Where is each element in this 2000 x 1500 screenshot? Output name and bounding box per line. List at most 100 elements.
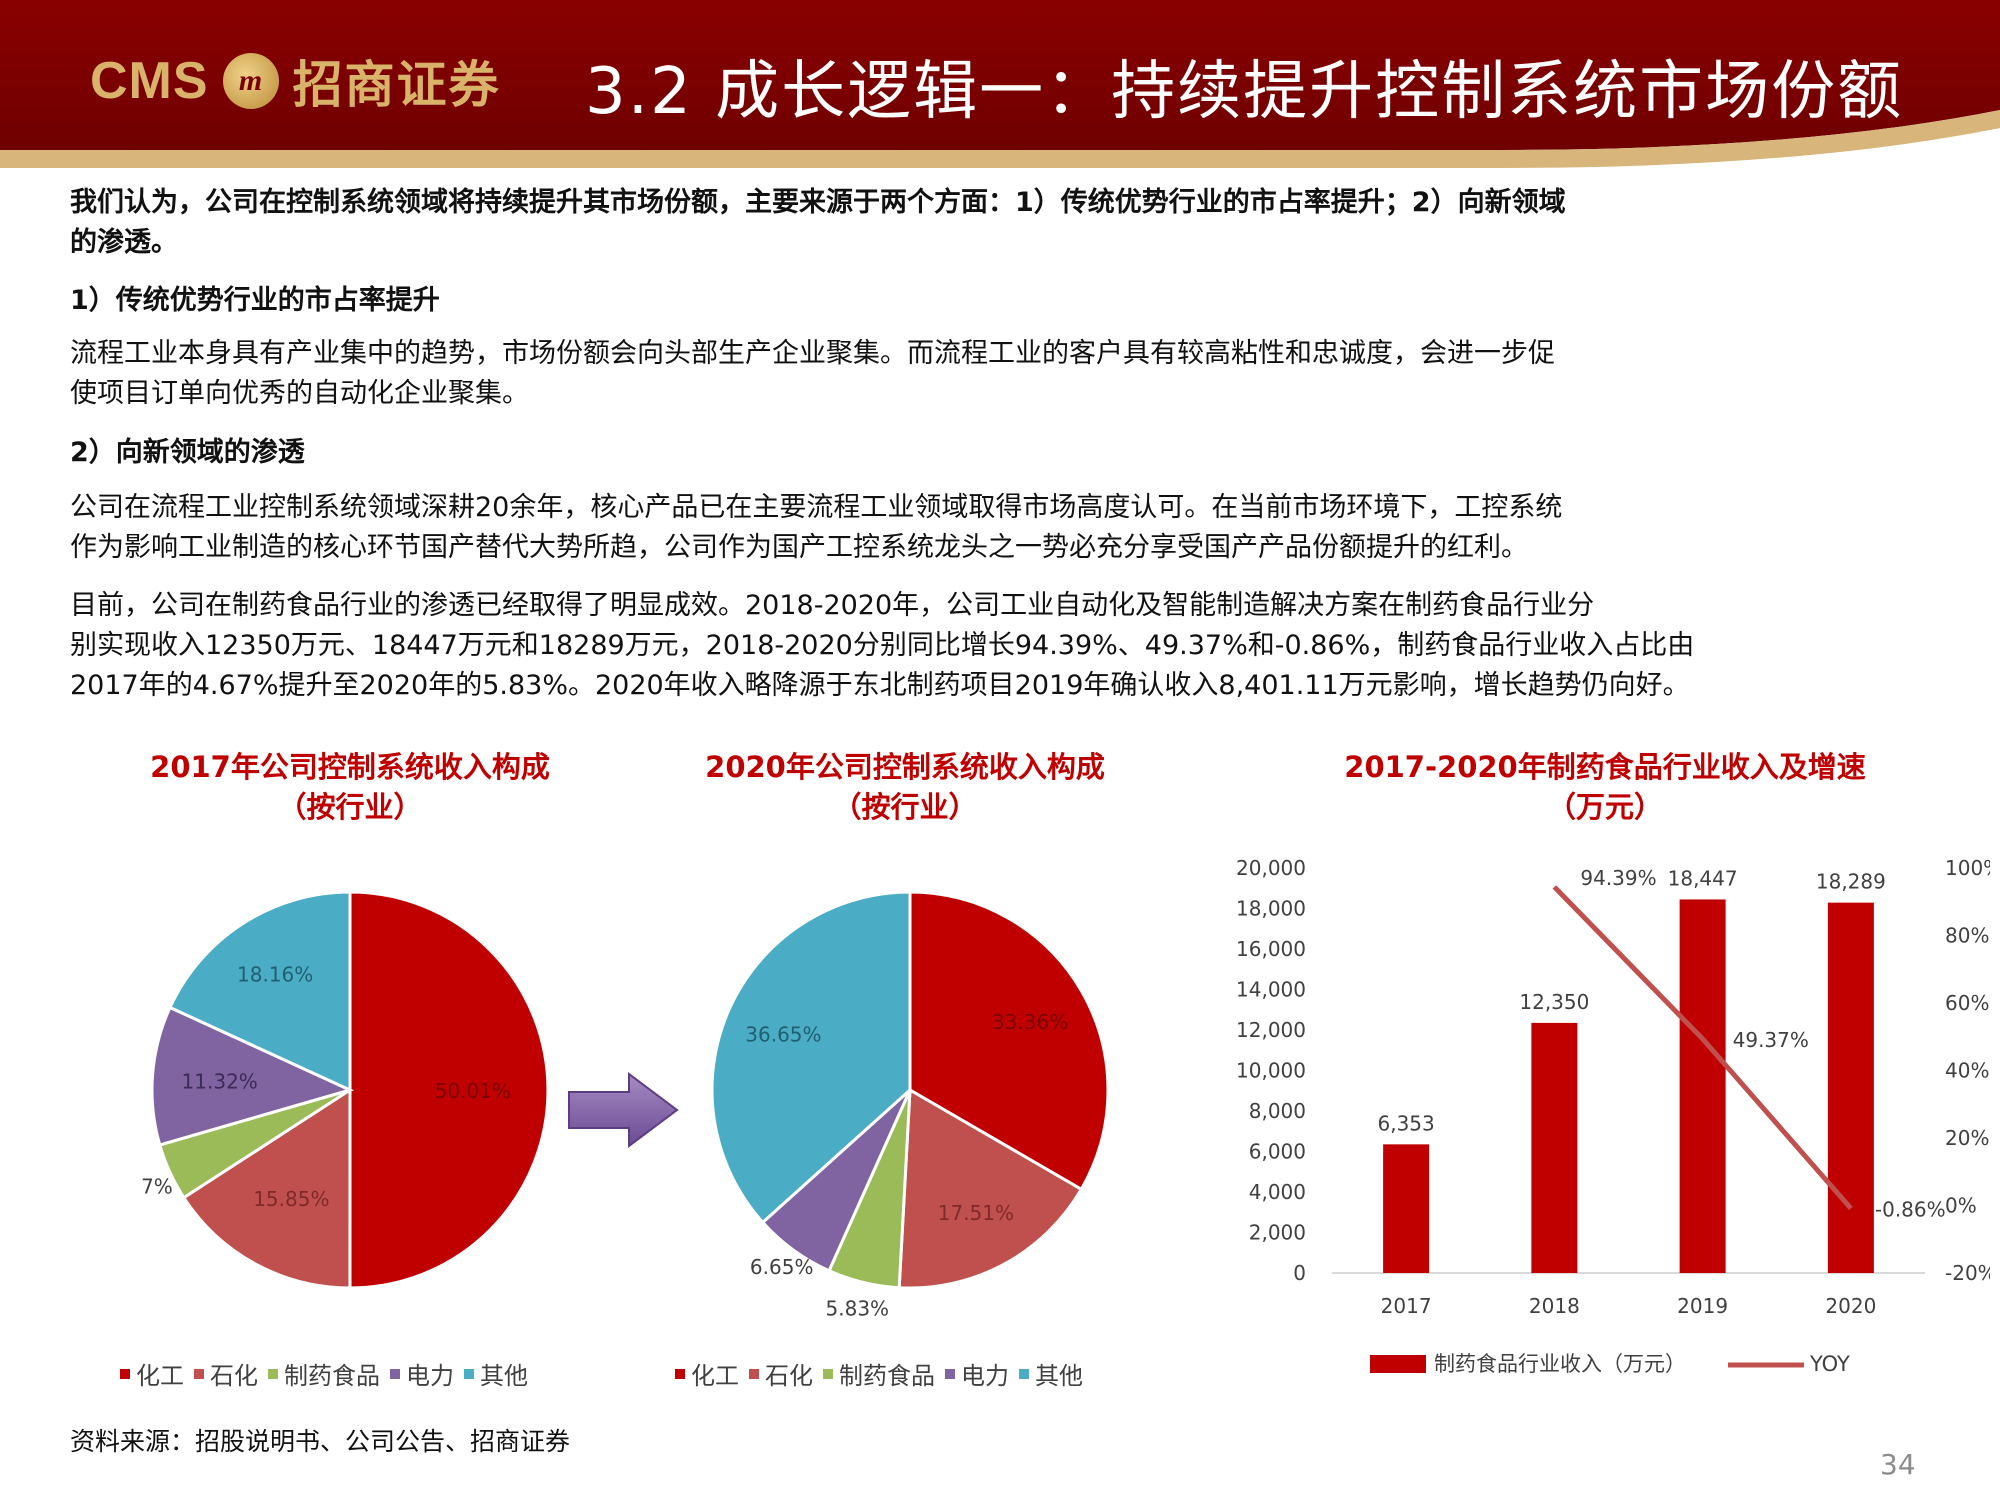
- intro-line: 我们认为，公司在控制系统领域将持续提升其市场份额，主要来源于两个方面：1）传统优…: [70, 187, 1566, 218]
- pie-slice-石化: [897, 1087, 1084, 1290]
- legend-item: 电力: [390, 1356, 454, 1391]
- legend-item: 制药食品: [823, 1356, 935, 1391]
- pie-slice-电力: [150, 1005, 355, 1147]
- section2-paragraph-2: 目前，公司在制药食品行业的渗透已经取得了明显成效。2018-2020年，公司工业…: [70, 586, 1910, 706]
- x-axis-tick-label: 2020: [1825, 1294, 1876, 1318]
- chart-title-2020-pie: 2020年公司控制系统收入构成 （按行业）: [645, 747, 1165, 827]
- legend-label: 制药食品: [284, 1362, 380, 1390]
- legend-label-bar: 制药食品行业收入（万元）: [1434, 1352, 1686, 1376]
- section2-line: 别实现收入12350万元、18447万元和18289万元，2018-2020分别…: [70, 630, 1695, 661]
- yoy-data-label: 49.37%: [1733, 1028, 1809, 1052]
- y2-axis-tick-label: 40%: [1945, 1059, 1989, 1083]
- yoy-data-label: 94.39%: [1580, 866, 1656, 890]
- pie-data-label: 11.32%: [182, 1069, 258, 1093]
- section2-heading: 2）向新领域的渗透: [70, 437, 305, 468]
- legend-swatch: [390, 1368, 400, 1379]
- chart-title-line: 2017年公司控制系统收入构成: [150, 750, 550, 784]
- legend-label: 石化: [765, 1362, 813, 1390]
- legend-item: 化工: [675, 1356, 739, 1391]
- section1-line: 流程工业本身具有产业集中的趋势，市场份额会向头部生产企业聚集。而流程工业的客户具…: [70, 338, 1555, 369]
- page-title: 3.2 成长逻辑一：持续提升控制系统市场份额: [585, 55, 1904, 129]
- pie-legend-2017: 化工 石化 制药食品 电力 其他: [120, 1356, 528, 1391]
- legend-label: 石化: [210, 1362, 258, 1390]
- section1-heading: 1）传统优势行业的市占率提升: [70, 285, 440, 316]
- y2-axis-tick-label: 60%: [1945, 991, 1989, 1015]
- chart-title-bar: 2017-2020年制药食品行业收入及增速 （万元）: [1250, 747, 1960, 827]
- legend-label: 电力: [961, 1362, 1009, 1390]
- pie-slice-其他: [168, 890, 352, 1093]
- header-curve-decoration: [0, 110, 2000, 172]
- legend-label-line: YOY: [1809, 1352, 1850, 1376]
- bar-2020: [1827, 902, 1874, 1273]
- pie-data-label: 33.36%: [992, 1010, 1068, 1034]
- pie-data-label: 18.16%: [237, 962, 313, 986]
- y2-axis-tick-label: 100%: [1945, 856, 1990, 880]
- pie-slice-石化: [181, 1087, 352, 1290]
- legend-label: 其他: [480, 1362, 528, 1390]
- pie-data-label: 6.65%: [750, 1255, 814, 1279]
- legend-label: 化工: [691, 1362, 739, 1390]
- section1-line: 使项目订单向优秀的自动化企业聚集。: [70, 378, 529, 409]
- y-axis-tick-label: 10,000: [1236, 1059, 1306, 1083]
- y-axis-tick-label: 16,000: [1236, 937, 1306, 961]
- bar-data-label: 12,350: [1519, 990, 1589, 1014]
- pie-data-label: 50.01%: [435, 1079, 511, 1103]
- bar-2017: [1383, 1144, 1430, 1273]
- x-axis-tick-label: 2019: [1677, 1294, 1728, 1318]
- bar-data-label: 18,447: [1668, 866, 1738, 890]
- legend-label: 其他: [1035, 1362, 1083, 1390]
- chart-title-2017-pie: 2017年公司控制系统收入构成 （按行业）: [90, 747, 610, 827]
- legend-swatch: [823, 1368, 833, 1379]
- legend-item: 制药食品: [268, 1356, 380, 1391]
- legend-item: 石化: [749, 1356, 813, 1391]
- header-banner: CMS m 招商证券 3.2 成长逻辑一：持续提升控制系统市场份额: [0, 0, 2000, 172]
- legend-swatch: [749, 1368, 759, 1379]
- pie-data-label: 36.65%: [745, 1023, 821, 1047]
- bar-data-label: 6,353: [1377, 1111, 1434, 1135]
- chart-title-line: 2017-2020年制药食品行业收入及增速: [1344, 750, 1866, 784]
- intro-paragraph: 我们认为，公司在控制系统领域将持续提升其市场份额，主要来源于两个方面：1）传统优…: [70, 183, 1910, 263]
- intro-line: 的渗透。: [70, 227, 178, 258]
- section2-line: 2017年的4.67%提升至2020年的5.83%。2020年收入略降源于东北制…: [70, 670, 1690, 701]
- pie-slice-化工: [908, 890, 1110, 1192]
- legend-swatch-bar: [1370, 1355, 1426, 1373]
- y-axis-tick-label: 6,000: [1249, 1140, 1306, 1164]
- logo-emblem-icon: m: [222, 53, 279, 109]
- section2-paragraph-1: 公司在流程工业控制系统领域深耕20余年，核心产品已在主要流程工业领域取得市场高度…: [70, 488, 1910, 568]
- page-number: 34: [1880, 1448, 1916, 1481]
- pie-slice-其他: [710, 890, 912, 1225]
- y-axis-tick-label: 20,000: [1236, 856, 1306, 880]
- legend-swatch: [120, 1368, 130, 1379]
- legend-swatch: [675, 1368, 685, 1379]
- section2-line: 目前，公司在制药食品行业的渗透已经取得了明显成效。2018-2020年，公司工业…: [70, 590, 1595, 621]
- y-axis-tick-label: 0: [1293, 1261, 1306, 1285]
- y-axis-tick-label: 14,000: [1236, 978, 1306, 1002]
- legend-label: 电力: [406, 1362, 454, 1390]
- company-logo: CMS m 招商证券: [90, 46, 501, 116]
- chart-title-line: （按行业）: [277, 790, 423, 824]
- pie-data-label: 17.51%: [938, 1201, 1014, 1225]
- legend-swatch: [268, 1368, 278, 1379]
- logo-cn-text: 招商证券: [292, 56, 501, 114]
- y-axis-tick-label: 18,000: [1236, 897, 1306, 921]
- pie-chart-2020: 33.36% 17.51% 5.83% 6.65% 36.65%: [710, 890, 1110, 1320]
- x-axis-tick-label: 2017: [1381, 1294, 1432, 1318]
- y2-axis-tick-label: 20%: [1945, 1126, 1989, 1150]
- y-axis-tick-label: 8,000: [1249, 1099, 1306, 1123]
- section2-line: 公司在流程工业控制系统领域深耕20余年，核心产品已在主要流程工业领域取得市场高度…: [70, 492, 1563, 523]
- pie-slice-化工: [348, 890, 550, 1290]
- y-axis-tick-label: 4,000: [1249, 1180, 1306, 1204]
- chart-title-line: 2020年公司控制系统收入构成: [705, 750, 1105, 784]
- legend-swatch: [1019, 1368, 1029, 1379]
- pie-data-label: 4.67%: [140, 1174, 173, 1198]
- pie-chart-2017: 50.01% 15.85% 4.67% 11.32% 18.16%: [140, 890, 550, 1290]
- pie-data-label: 5.83%: [826, 1296, 890, 1320]
- legend-label: 化工: [136, 1362, 184, 1390]
- y2-axis-tick-label: 80%: [1945, 924, 1989, 948]
- x-axis-tick-label: 2018: [1529, 1294, 1580, 1318]
- logo-cms-text: CMS: [90, 52, 209, 110]
- pie-legend-2020: 化工 石化 制药食品 电力 其他: [675, 1356, 1083, 1391]
- legend-item: 电力: [945, 1356, 1009, 1391]
- legend-item: 其他: [1019, 1356, 1083, 1391]
- bar-line-chart: 0 2,000 4,000 6,000 8,000 10,000 12,000 14,000 1…: [1236, 856, 1990, 1376]
